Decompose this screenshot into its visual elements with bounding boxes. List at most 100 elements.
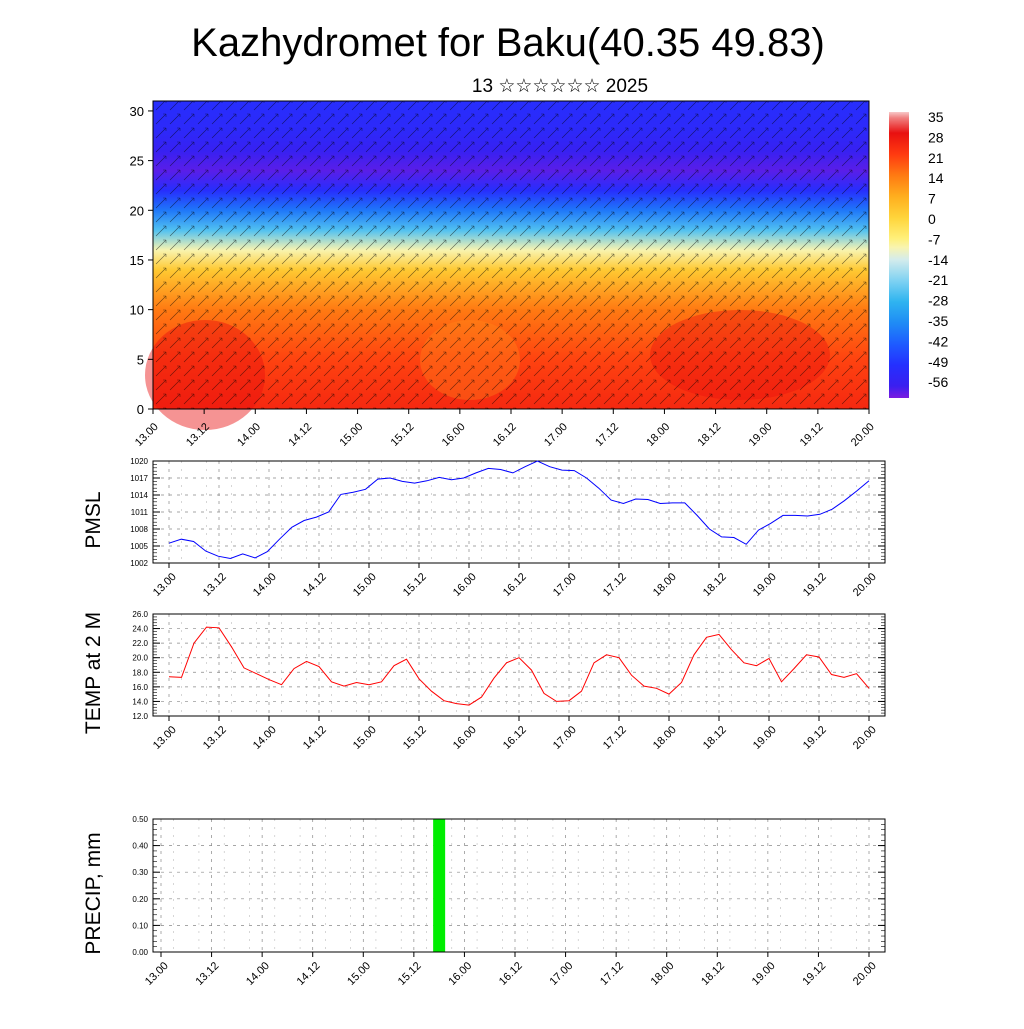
x-tick-label: 14.00 [251, 571, 279, 599]
x-tick-label: 15.12 [401, 724, 429, 752]
y-tick-label: 0.30 [132, 868, 148, 877]
x-tick-label: 18.12 [701, 724, 729, 752]
colorbar-label: 28 [928, 129, 944, 145]
x-tick-label: 17.12 [601, 724, 629, 752]
x-tick-label: 16.00 [446, 960, 474, 988]
x-tick-label: 16.00 [440, 421, 468, 449]
y-tick-label: 1008 [130, 525, 148, 534]
precip-panel: 0.00 0.10 0.20 0.30 0.40 0.50 13.00 13.12 14.00 1… [82, 815, 886, 988]
plot-frame [152, 818, 886, 953]
x-tick-label: 19.12 [800, 960, 828, 988]
colorbar-label: -14 [928, 252, 948, 268]
x-tick-label: 15.00 [345, 960, 373, 988]
y-tick-label: 0.20 [132, 895, 148, 904]
y-tick-label: 0.40 [132, 842, 148, 851]
x-tick-label: 20.00 [851, 960, 879, 988]
colorbar-label: 21 [928, 150, 944, 166]
temp-axis-label: TEMP at 2 M [82, 612, 105, 734]
y-tick-label: 0.50 [132, 815, 148, 824]
colorbar-label: -35 [928, 313, 948, 329]
x-tick-label: 17.00 [551, 571, 579, 599]
x-tick-label: 14.00 [235, 421, 263, 449]
x-tick-label: 20.00 [851, 571, 879, 599]
x-tick-label: 14.12 [295, 960, 323, 988]
x-tick-label: 13.00 [133, 421, 161, 449]
x-tick-label: 18.00 [644, 421, 672, 449]
y-tick-label: 16.0 [132, 683, 148, 692]
y-tick-label: 1020 [130, 457, 148, 466]
x-tick-label: 14.00 [251, 724, 279, 752]
x-tick-label: 17.12 [593, 421, 621, 449]
y-tick-label: 15 [130, 253, 144, 268]
x-tick-label: 17.00 [542, 421, 570, 449]
precip-bar [433, 819, 446, 952]
x-tick-label: 20.00 [851, 724, 879, 752]
y-tick-label: 25 [130, 154, 144, 169]
colorbar-label: -56 [928, 374, 948, 390]
x-tick-label: 17.00 [547, 960, 575, 988]
colorbar-label: -28 [928, 293, 948, 309]
y-tick-label: 0 [137, 402, 144, 417]
chart-title: Kazhydromet for Baku(40.35 49.83) [191, 21, 825, 65]
x-tick-label: 13.12 [201, 571, 229, 599]
x-tick-label: 17.12 [598, 960, 626, 988]
y-tick-label: 26.0 [132, 610, 148, 619]
x-tick-label: 14.12 [301, 724, 329, 752]
x-tick-label: 15.12 [389, 421, 417, 449]
colorbar-scale [889, 112, 909, 398]
y-tick-label: 30 [130, 104, 144, 119]
x-tick-label: 18.00 [651, 724, 679, 752]
x-tick-label: 13.00 [151, 724, 179, 752]
x-tick-label: 15.12 [401, 571, 429, 599]
x-tick-label: 16.00 [451, 571, 479, 599]
x-tick-label: 16.12 [501, 724, 529, 752]
x-tick-label: 15.00 [351, 724, 379, 752]
pmsl-panel: 1002 1005 1008 1011 1014 1017 1020 13.00 13.12 14… [82, 457, 886, 599]
colorbar-label: -42 [928, 333, 948, 349]
x-tick-label: 19.12 [801, 724, 829, 752]
chart-subtitle: 13 ☆☆☆☆☆☆ 2025 [472, 76, 648, 97]
y-tick-label: 18.0 [132, 668, 148, 677]
x-tick-label: 15.00 [351, 571, 379, 599]
colorbar-label: 0 [928, 211, 936, 227]
colorbar-label: 14 [928, 170, 944, 186]
y-tick-label: 5 [137, 352, 144, 367]
colorbar-label: 35 [928, 109, 944, 125]
colorbar-label: 7 [928, 191, 936, 207]
y-tick-label: 14.0 [132, 697, 148, 706]
pmsl-series-line [168, 460, 870, 560]
x-tick-label: 20.00 [849, 421, 877, 449]
y-tick-label: 0.10 [132, 921, 148, 930]
y-tick-label: 20.0 [132, 654, 148, 663]
y-tick-label: 1014 [130, 491, 148, 500]
x-tick-label: 19.00 [751, 724, 779, 752]
x-tick-label: 14.12 [286, 421, 314, 449]
colorbar-label: -49 [928, 354, 948, 370]
colorbar-label: -21 [928, 272, 948, 288]
x-tick-label: 14.00 [244, 960, 272, 988]
x-tick-label: 15.00 [337, 421, 365, 449]
y-tick-label: 1011 [131, 508, 149, 517]
wind-barbs [153, 101, 869, 409]
x-tick-label: 13.12 [201, 724, 229, 752]
x-tick-label: 18.12 [699, 960, 727, 988]
x-tick-label: 13.12 [193, 960, 221, 988]
y-tick-label: 20 [130, 203, 144, 218]
x-tick-label: 14.12 [301, 571, 329, 599]
y-tick-label: 22.0 [132, 639, 148, 648]
x-tick-label: 17.00 [551, 724, 579, 752]
y-tick-label: 1017 [130, 474, 148, 483]
x-tick-label: 18.00 [651, 571, 679, 599]
temp-2m-panel: 12.0 14.0 16.0 18.0 20.0 22.0 24.0 26.0 13.00 13.… [82, 610, 886, 752]
precip-axis-label: PRECIP, mm [82, 832, 105, 954]
x-tick-label: 19.00 [751, 571, 779, 599]
x-tick-label: 16.00 [451, 724, 479, 752]
x-tick-label: 15.12 [396, 960, 424, 988]
x-tick-label: 19.00 [747, 421, 775, 449]
y-tick-label: 1005 [130, 542, 148, 551]
x-tick-label: 16.12 [497, 960, 525, 988]
x-tick-label: 18.00 [649, 960, 677, 988]
y-tick-label: 12.0 [132, 712, 148, 721]
